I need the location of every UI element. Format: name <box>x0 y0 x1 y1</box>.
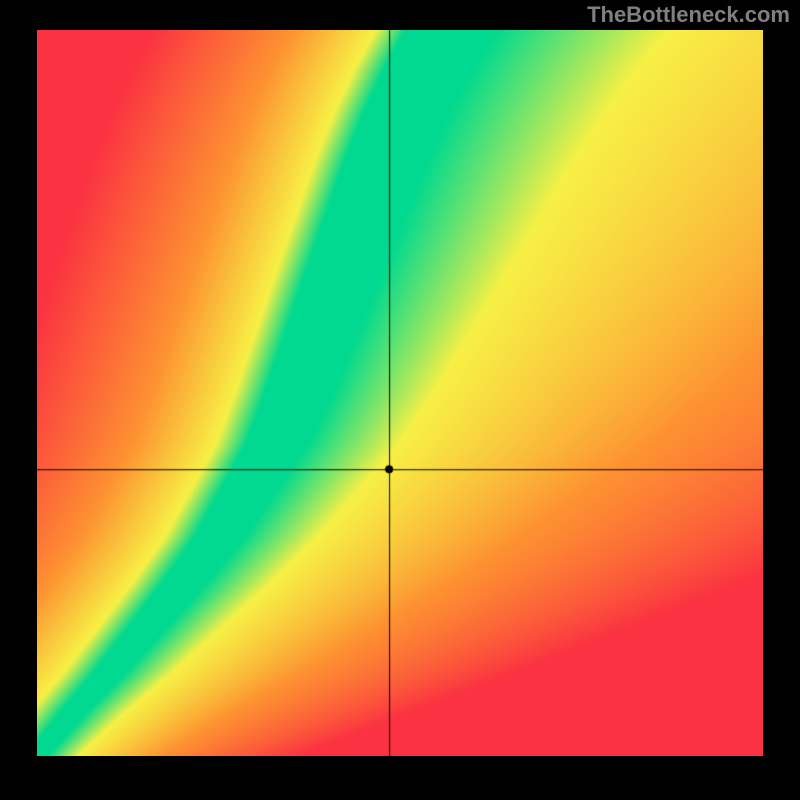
bottleneck-heatmap-chart <box>37 30 763 756</box>
watermark-text: TheBottleneck.com <box>587 2 790 28</box>
